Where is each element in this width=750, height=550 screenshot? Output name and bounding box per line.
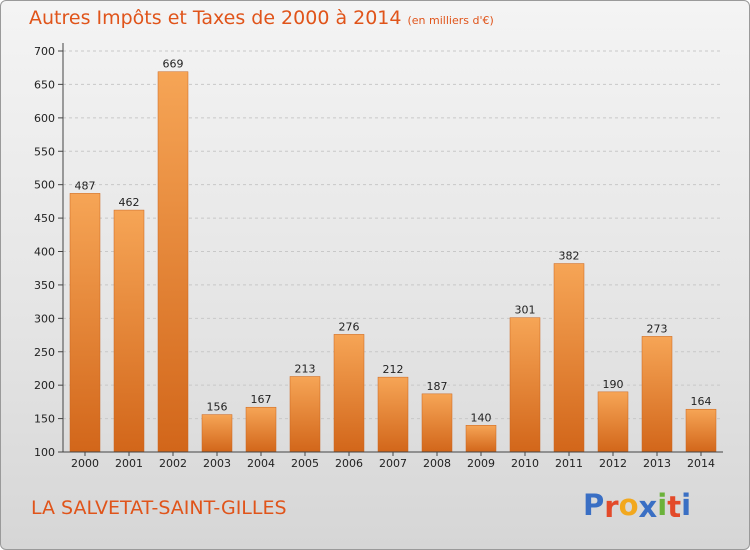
y-tick-label: 200: [34, 379, 55, 392]
bar-2008: [421, 393, 453, 453]
value-labels: 487 462 669 156 167 213 276 212 187 140 301 382 190 2…: [75, 58, 712, 425]
x-tick-label: 2003: [203, 457, 231, 470]
chart-subtitle: (en milliers d'€): [407, 14, 494, 27]
value-label: 167: [251, 393, 272, 406]
y-tick-label: 250: [34, 346, 55, 359]
value-label: 382: [559, 250, 580, 263]
logo-letter: r: [604, 490, 619, 524]
x-tick-label: 2012: [599, 457, 627, 470]
value-label: 156: [207, 401, 228, 414]
x-tick-label: 2002: [159, 457, 187, 470]
x-axis: 2000 2001 2002 2003 2004 2005 2006 2007 2008 2009…: [63, 451, 723, 470]
logo-letter: P: [583, 488, 605, 522]
x-tick-label: 2006: [335, 457, 363, 470]
logo-letter: i: [681, 488, 692, 522]
x-tick-label: 2009: [467, 457, 495, 470]
x-tick-label: 2014: [687, 457, 715, 470]
y-tick-label: 400: [34, 246, 55, 259]
bar-2009: [465, 425, 497, 453]
y-tick-label: 350: [34, 279, 55, 292]
bar-2005: [289, 376, 321, 453]
bar-2007: [377, 376, 409, 453]
bar-2010: [509, 317, 541, 453]
x-tick-label: 2004: [247, 457, 275, 470]
bar-2014: [685, 408, 717, 453]
x-tick-label: 2001: [115, 457, 143, 470]
value-label: 140: [471, 411, 492, 424]
value-label: 462: [119, 196, 140, 209]
chart-title-text: Autres Impôts et Taxes de 2000 à 2014: [29, 7, 402, 29]
bars: [69, 71, 717, 453]
chart-title: Autres Impôts et Taxes de 2000 à 2014 (en…: [29, 7, 494, 29]
bar-2006: [333, 334, 365, 453]
value-label: 669: [163, 58, 184, 71]
x-tick-label: 2013: [643, 457, 671, 470]
y-tick-label: 550: [34, 145, 55, 158]
bar-2012: [597, 391, 629, 453]
value-label: 276: [339, 320, 360, 333]
value-label: 187: [427, 380, 448, 393]
bar-2000: [69, 193, 101, 453]
y-tick-label: 300: [34, 312, 55, 325]
bar-2003: [201, 414, 233, 453]
y-tick-label: 150: [34, 413, 55, 426]
logo-letter: t: [667, 490, 682, 524]
y-tick-label: 700: [34, 45, 55, 58]
value-label: 273: [647, 322, 668, 335]
value-label: 164: [691, 395, 712, 408]
value-label: 213: [295, 362, 316, 375]
y-axis: 100 150 200 250 300 350 400 450 500 550 600 650 700: [34, 43, 64, 459]
commune-name: LA SALVETAT-SAINT-GILLES: [31, 497, 287, 519]
bar-2013: [641, 336, 673, 453]
y-tick-label: 600: [34, 112, 55, 125]
bar-2001: [113, 209, 145, 453]
x-tick-label: 2000: [71, 457, 99, 470]
value-label: 301: [515, 304, 536, 317]
x-tick-label: 2011: [555, 457, 583, 470]
x-tick-label: 2005: [291, 457, 319, 470]
logo-letter: x: [638, 490, 658, 524]
y-tick-label: 450: [34, 212, 55, 225]
logo-letter: i: [657, 488, 668, 522]
bar-2004: [245, 406, 277, 453]
x-tick-label: 2008: [423, 457, 451, 470]
logo-letter: o: [618, 488, 639, 522]
value-label: 190: [603, 378, 624, 391]
y-tick-label: 500: [34, 179, 55, 192]
y-tick-label: 100: [34, 446, 55, 459]
y-tick-label: 650: [34, 78, 55, 91]
bar-2002: [157, 71, 189, 453]
proxiti-logo: Proxiti: [583, 488, 692, 524]
bar-2011: [553, 263, 585, 453]
value-label: 487: [75, 179, 96, 192]
x-tick-label: 2007: [379, 457, 407, 470]
value-label: 212: [383, 363, 404, 376]
x-tick-label: 2010: [511, 457, 539, 470]
